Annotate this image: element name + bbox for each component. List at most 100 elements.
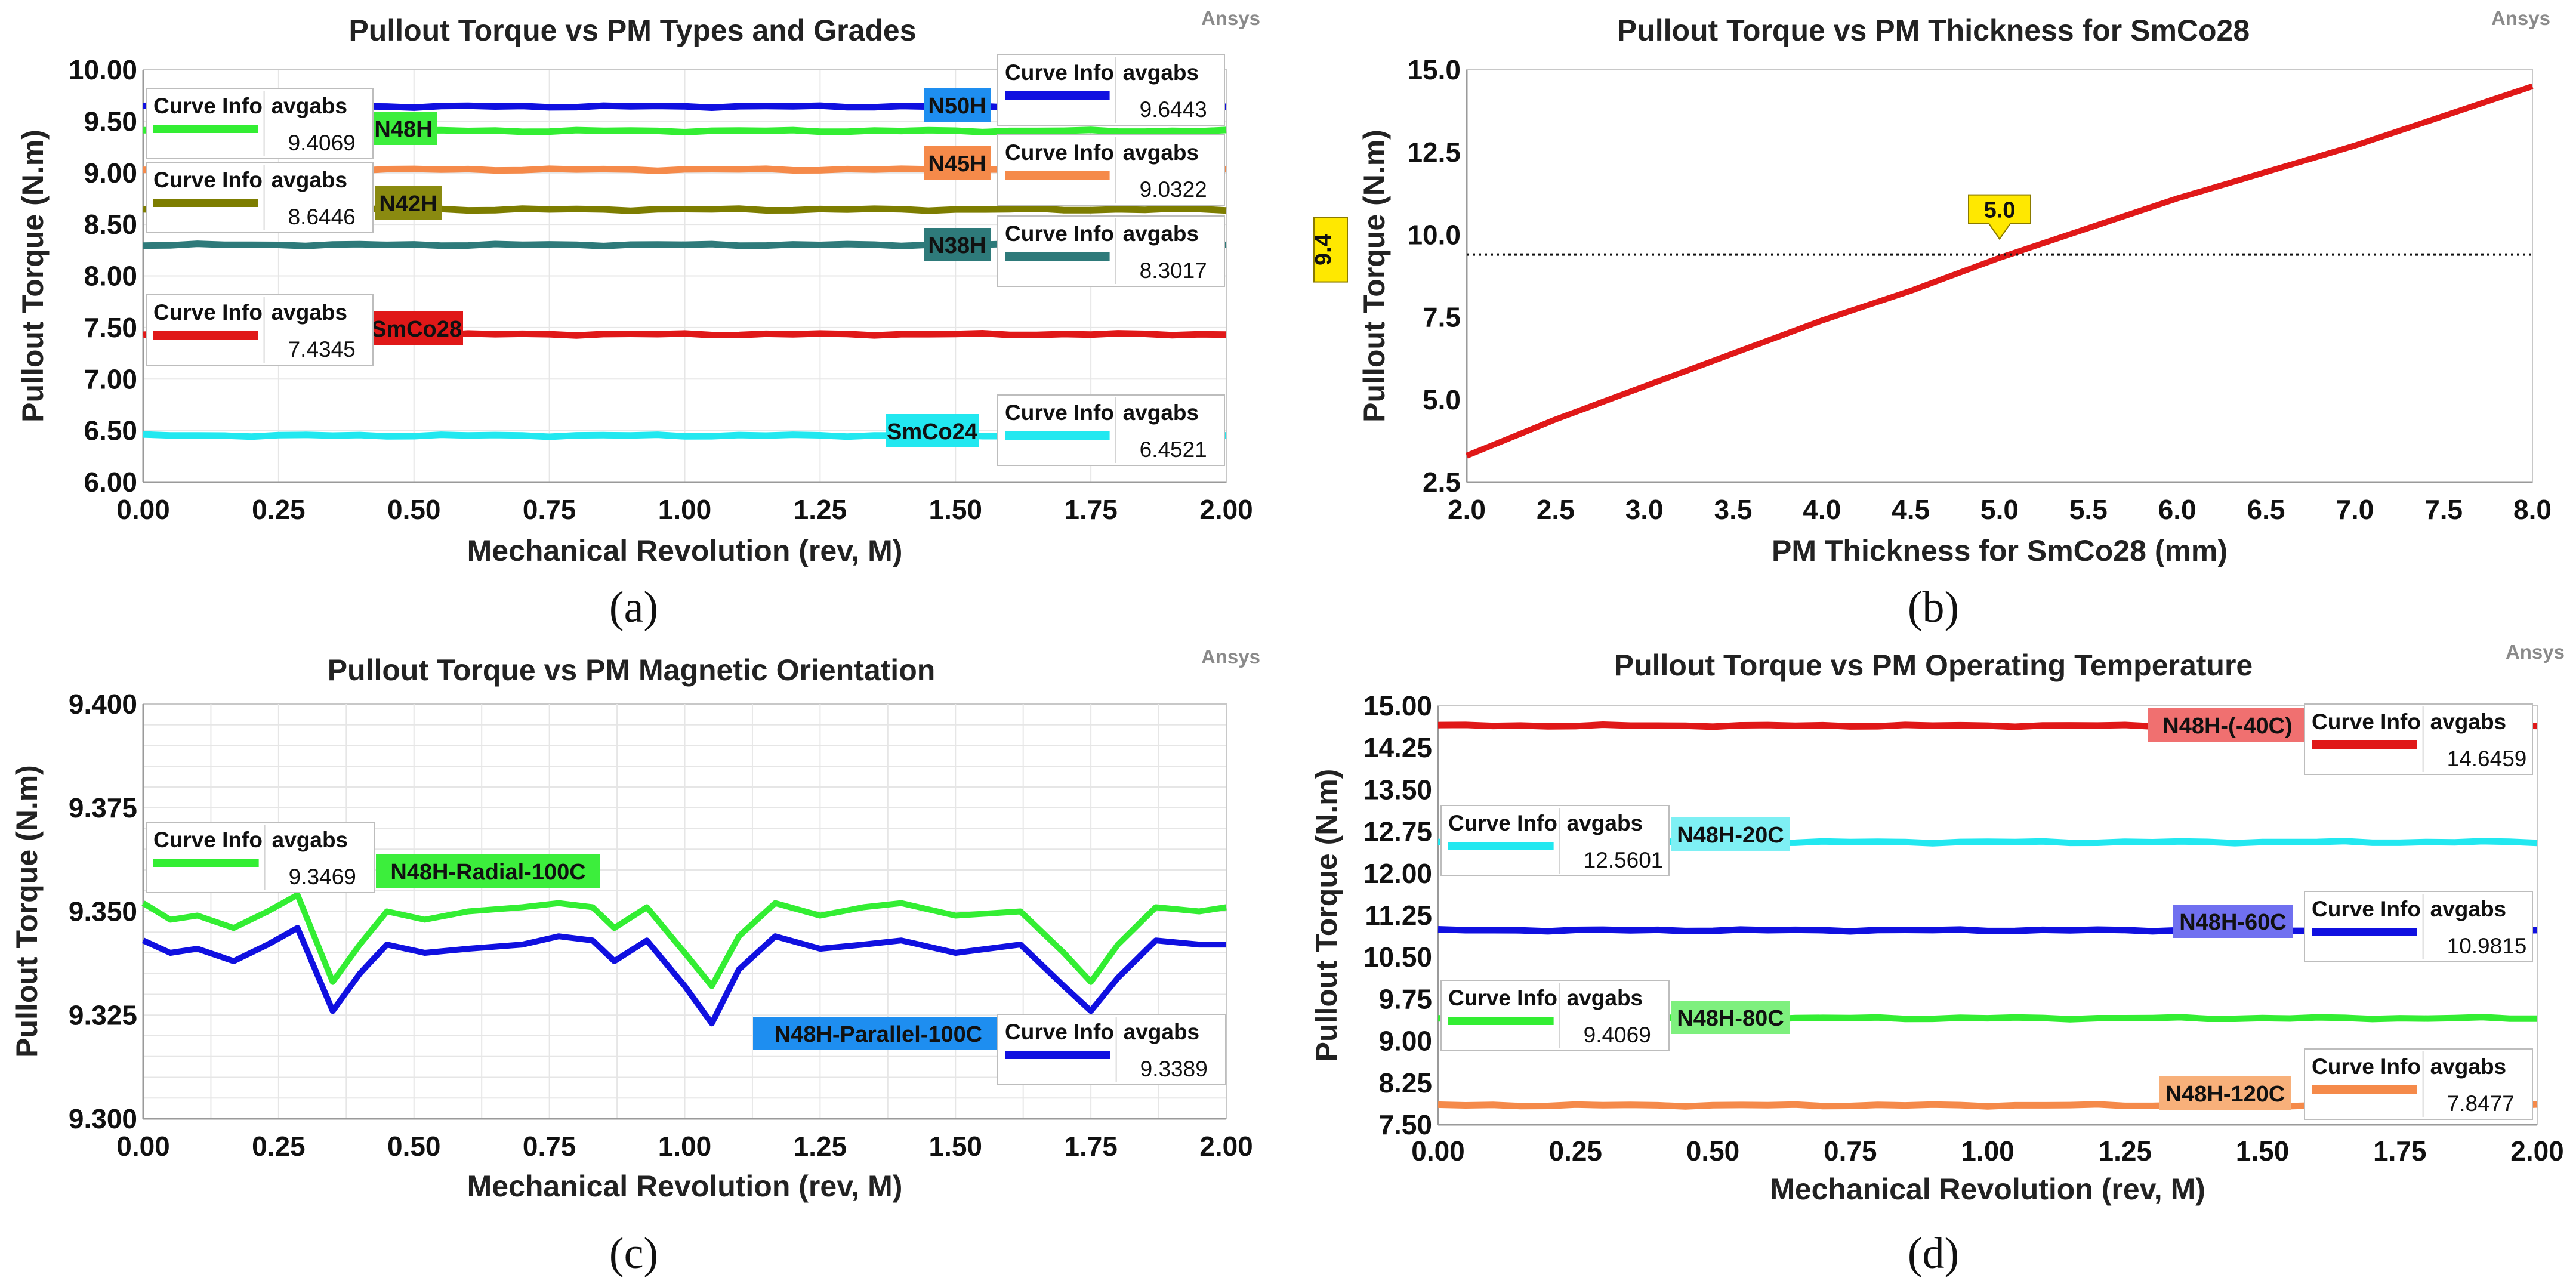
curve-info-metric: avgabs (1123, 60, 1199, 85)
y-tick-label: 14.25 (1363, 732, 1432, 763)
series-label-bg (924, 228, 991, 261)
curve-info-frame (146, 88, 374, 159)
y-tick-label: 8.25 (1378, 1067, 1432, 1098)
curve-info-value: 8.3017 (1140, 258, 1207, 283)
x-tick-label: 1.25 (794, 494, 847, 525)
x-tick-label: 0.50 (387, 494, 441, 525)
curve-info-box: Curve Info avgabs 8.3017 (997, 215, 1225, 287)
x-tick-label: 0.25 (252, 494, 306, 525)
series-label-bg (370, 112, 437, 145)
y-axis-label: Pullout Torque (N.m) (1310, 769, 1343, 1062)
y-tick-label: 9.00 (84, 158, 137, 189)
curve-info-header: Curve Info (153, 828, 263, 852)
x-tick-label: 0.75 (1824, 1135, 1877, 1166)
curve-info-header: Curve Info (153, 300, 263, 325)
x-tick-label: 4.0 (1803, 494, 1841, 525)
x-tick-label: 0.75 (523, 1131, 576, 1162)
x-tick-label: 1.25 (794, 1131, 847, 1162)
curve-info-box: Curve Info avgabs 7.8477 (2304, 1048, 2533, 1120)
series-label: N48H-(-40C) (2162, 714, 2292, 739)
y-tick-label: 15.0 (1407, 54, 1461, 85)
marker-x-label: 5.0 (1984, 198, 2016, 223)
curve-info-metric: avgabs (1567, 811, 1643, 835)
curve-info-metric: avgabs (1124, 1020, 1200, 1044)
curve-info-header: Curve Info (2312, 1054, 2421, 1079)
x-tick-label: 0.00 (1411, 1135, 1465, 1166)
curve-info-box: Curve Info avgabs 9.0322 (997, 134, 1225, 206)
y-axis-label: Pullout Torque (N.m) (16, 129, 50, 422)
curve-info-header: Curve Info (153, 168, 263, 192)
curve-info-metric: avgabs (1123, 140, 1199, 165)
x-tick-label: 1.50 (928, 494, 982, 525)
panel-label: (c) (609, 1229, 658, 1278)
series-label: N38H (928, 233, 986, 258)
series-label-bg (2159, 1076, 2291, 1110)
marker-y-flag (1313, 217, 1348, 283)
x-tick-label: 1.50 (928, 1131, 982, 1162)
y-tick-label: 9.300 (69, 1103, 137, 1134)
x-tick-label: 0.00 (116, 494, 170, 525)
panel-label: (d) (1908, 1229, 1959, 1278)
curve-info-value: 9.4069 (288, 131, 356, 155)
chart-title: Pullout Torque vs PM Types and Grades (348, 14, 916, 47)
x-tick-label: 7.0 (2336, 494, 2374, 525)
chart-title: Pullout Torque vs PM Thickness for SmCo2… (1617, 14, 2250, 47)
x-tick-label: 2.00 (2510, 1135, 2564, 1166)
curve-info-box: Curve Info avgabs 9.4069 (146, 88, 374, 159)
x-tick-label: 5.5 (2069, 494, 2108, 525)
x-tick-label: 3.0 (1625, 494, 1664, 525)
series-label: N50H (928, 94, 986, 119)
series-label-bg (753, 1017, 1004, 1050)
curve-info-box: Curve Info avgabs 7.4345 (146, 294, 374, 366)
curve-info-metric: avgabs (272, 300, 348, 325)
y-tick-label: 15.00 (1363, 690, 1432, 721)
curve-info-metric: avgabs (1123, 221, 1199, 246)
curve-info-value: 9.0322 (1140, 177, 1207, 202)
y-tick-label: 10.00 (69, 54, 137, 85)
curve-info-frame (1440, 980, 1670, 1051)
curve-info-value: 9.3469 (289, 865, 356, 889)
y-tick-label: 7.50 (1378, 1109, 1432, 1140)
curve-info-metric: avgabs (2430, 1054, 2507, 1079)
curve-info-metric: avgabs (2430, 709, 2507, 734)
curve-info-box: Curve Info avgabs 10.9815 (2304, 891, 2533, 962)
x-axis-label: PM Thickness for SmCo28 (mm) (1772, 534, 2228, 567)
curve-info-frame (2304, 703, 2533, 775)
x-tick-label: 8.0 (2513, 494, 2552, 525)
x-tick-label: 1.00 (1961, 1135, 2014, 1166)
plot-area (1466, 69, 2533, 483)
curve-info-value: 14.6459 (2447, 746, 2527, 771)
x-tick-label: 2.0 (1448, 494, 1486, 525)
y-tick-label: 12.00 (1363, 858, 1432, 889)
x-tick-label: 7.5 (2424, 494, 2463, 525)
x-tick-label: 2.00 (1199, 1131, 1253, 1162)
curve-info-header: Curve Info (1448, 811, 1557, 835)
x-tick-label: 3.5 (1714, 494, 1753, 525)
curve-info-metric: avgabs (272, 94, 348, 118)
series-label-bg (2148, 708, 2307, 742)
curve-info-frame (146, 822, 375, 893)
curve-info-value: 8.6446 (288, 205, 356, 229)
series-label-bg (1671, 1001, 1790, 1034)
y-tick-label: 9.400 (69, 689, 137, 720)
chart-title: Pullout Torque vs PM Magnetic Orientatio… (328, 653, 936, 687)
y-tick-label: 8.00 (84, 261, 137, 292)
y-tick-label: 9.50 (84, 106, 137, 137)
y-tick-label: 9.375 (69, 792, 137, 823)
x-tick-label: 0.25 (1548, 1135, 1602, 1166)
series-label-bg (376, 854, 600, 888)
series-line-SmCo28 (1466, 83, 2534, 459)
curve-info-value: 12.5601 (1584, 848, 1664, 872)
curve-info-metric: avgabs (1123, 400, 1199, 425)
curve-info-box: Curve Info avgabs 9.6443 (997, 54, 1225, 126)
curve-info-frame (146, 162, 374, 233)
y-tick-label: 9.75 (1378, 983, 1432, 1014)
series-label: SmCo28 (371, 317, 462, 342)
curve-info-frame (997, 215, 1225, 287)
curve-info-header: Curve Info (1005, 140, 1114, 165)
y-tick-label: 7.00 (84, 363, 137, 394)
curve-info-value: 9.6443 (1140, 97, 1207, 122)
x-tick-label: 0.75 (523, 494, 576, 525)
x-tick-label: 1.75 (1064, 1131, 1118, 1162)
